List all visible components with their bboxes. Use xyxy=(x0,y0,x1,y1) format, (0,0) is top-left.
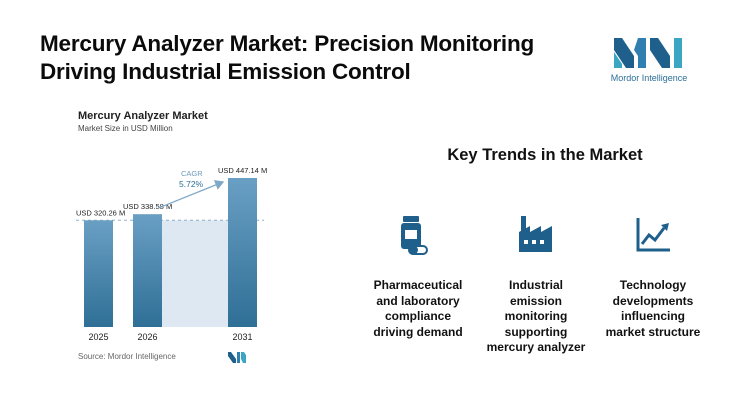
value-label-2025: USD 320.26 M xyxy=(76,208,125,217)
bar-2025 xyxy=(84,220,113,327)
value-label-2026: USD 338.58 M xyxy=(123,202,172,211)
medicine-bottle-icon xyxy=(400,216,428,261)
chart-source: Source: Mordor Intelligence xyxy=(78,352,176,361)
trend-text-3: Technology developments influencing mark… xyxy=(605,278,701,339)
page-title: Mercury Analyzer Market: Precision Monit… xyxy=(40,31,535,84)
cagr-label: CAGR xyxy=(181,169,203,178)
x-tick-2026: 2026 xyxy=(137,332,157,342)
cagr-value: 5.72% xyxy=(179,179,204,189)
bar-2031 xyxy=(228,178,257,327)
x-tick-2025: 2025 xyxy=(88,332,108,342)
value-label-2031: USD 447.14 M xyxy=(218,166,267,175)
x-tick-2031: 2031 xyxy=(232,332,252,342)
source-logo-icon xyxy=(228,350,246,368)
factory-icon xyxy=(519,216,553,257)
bar-2026 xyxy=(133,214,162,327)
cagr-arrow xyxy=(157,180,225,209)
mordor-intelligence-logo: Mordor Intelligence xyxy=(608,36,688,84)
growth-shade xyxy=(162,220,228,327)
key-trends-title: Key Trends in the Market xyxy=(447,146,643,164)
chart-title: Mercury Analyzer Market xyxy=(78,110,208,122)
line-chart-icon xyxy=(636,216,672,257)
trend-text-1: Pharmaceutical and laboratory compliance… xyxy=(373,278,463,339)
chart-subtitle: Market Size in USD Million xyxy=(78,124,173,133)
logo-text: Mordor Intelligence xyxy=(610,73,688,83)
trend-text-2: Industrial emission monitoring supportin… xyxy=(486,278,586,354)
